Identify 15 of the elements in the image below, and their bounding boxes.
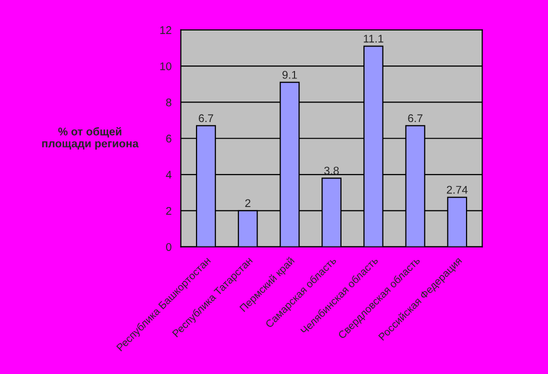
y-tick-label: 10 bbox=[160, 62, 172, 70]
y-tick-label: 2 bbox=[166, 206, 172, 215]
y-tick-label: 4 bbox=[166, 170, 172, 179]
y-tick-label: 12 bbox=[160, 26, 172, 34]
y-axis-title: % от общей площади региона bbox=[42, 127, 139, 150]
data-label: 2 bbox=[245, 199, 250, 207]
y-tick-label: 0 bbox=[166, 243, 172, 251]
data-label: 6.7 bbox=[408, 114, 422, 122]
data-label: 6.7 bbox=[198, 114, 214, 122]
data-label: 2.74 bbox=[446, 186, 468, 194]
data-label: 3.8 bbox=[324, 166, 339, 175]
data-label: 9.1 bbox=[282, 70, 297, 79]
y-tick-label: 6 bbox=[166, 134, 172, 143]
y-tick-label: 8 bbox=[166, 98, 172, 106]
data-label: 11.1 bbox=[364, 34, 384, 42]
